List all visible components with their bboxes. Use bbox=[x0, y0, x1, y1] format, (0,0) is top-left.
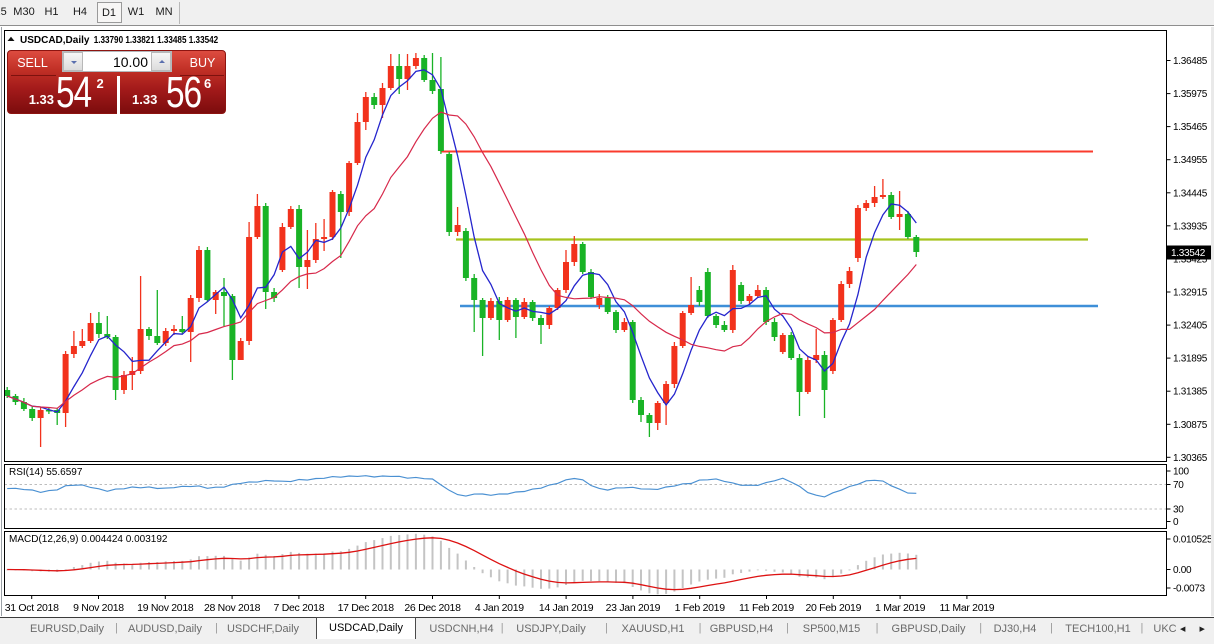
svg-text:RSI(14) 55.6597: RSI(14) 55.6597 bbox=[9, 467, 83, 478]
svg-text:31 Oct 2018: 31 Oct 2018 bbox=[5, 602, 59, 614]
svg-text:14 Jan 2019: 14 Jan 2019 bbox=[539, 602, 594, 614]
svg-text:1 Feb 2019: 1 Feb 2019 bbox=[675, 602, 726, 614]
svg-text:70: 70 bbox=[1173, 480, 1184, 491]
svg-text:19 Nov 2018: 19 Nov 2018 bbox=[137, 602, 194, 614]
svg-text:1 Mar 2019: 1 Mar 2019 bbox=[875, 602, 926, 614]
svg-text:9 Nov 2018: 9 Nov 2018 bbox=[73, 602, 124, 614]
svg-text:USDCAD,Daily: USDCAD,Daily bbox=[20, 35, 90, 46]
svg-text:-0.0073: -0.0073 bbox=[1173, 584, 1206, 595]
svg-text:1.30875: 1.30875 bbox=[1173, 420, 1208, 431]
svg-text:11 Mar 2019: 11 Mar 2019 bbox=[939, 602, 994, 614]
svg-text:28 Nov 2018: 28 Nov 2018 bbox=[204, 602, 261, 614]
svg-text:20 Feb 2019: 20 Feb 2019 bbox=[805, 602, 861, 614]
svg-text:4 Jan 2019: 4 Jan 2019 bbox=[475, 602, 524, 614]
svg-text:7 Dec 2018: 7 Dec 2018 bbox=[274, 602, 325, 614]
svg-text:0.00: 0.00 bbox=[1173, 565, 1192, 576]
svg-text:1.31895: 1.31895 bbox=[1173, 354, 1208, 365]
svg-text:1.36485: 1.36485 bbox=[1173, 56, 1208, 67]
svg-text:1.35465: 1.35465 bbox=[1173, 122, 1208, 133]
svg-text:11 Feb 2019: 11 Feb 2019 bbox=[739, 602, 794, 614]
svg-text:1.33790 1.33821 1.33485 1.3354: 1.33790 1.33821 1.33485 1.33542 bbox=[94, 35, 219, 46]
svg-text:1.34445: 1.34445 bbox=[1173, 188, 1208, 199]
svg-text:1.32405: 1.32405 bbox=[1173, 321, 1208, 332]
svg-text:1.33935: 1.33935 bbox=[1173, 221, 1208, 232]
svg-text:1.33425: 1.33425 bbox=[1173, 254, 1208, 265]
svg-text:1.32915: 1.32915 bbox=[1173, 288, 1208, 299]
svg-text:0: 0 bbox=[1173, 517, 1179, 528]
svg-text:MACD(12,26,9) 0.004424 0.00319: MACD(12,26,9) 0.004424 0.003192 bbox=[9, 534, 168, 545]
svg-text:26 Dec 2018: 26 Dec 2018 bbox=[404, 602, 461, 614]
svg-text:1.31385: 1.31385 bbox=[1173, 387, 1208, 398]
svg-text:30: 30 bbox=[1173, 505, 1184, 516]
svg-text:1.34955: 1.34955 bbox=[1173, 155, 1208, 166]
svg-text:0.010525: 0.010525 bbox=[1173, 535, 1213, 546]
svg-text:1.33542: 1.33542 bbox=[1171, 248, 1206, 259]
svg-text:23 Jan 2019: 23 Jan 2019 bbox=[606, 602, 661, 614]
svg-text:100: 100 bbox=[1173, 467, 1190, 478]
svg-text:1.35975: 1.35975 bbox=[1173, 89, 1208, 100]
svg-text:1.30365: 1.30365 bbox=[1173, 453, 1208, 464]
svg-text:17 Dec 2018: 17 Dec 2018 bbox=[338, 602, 395, 614]
